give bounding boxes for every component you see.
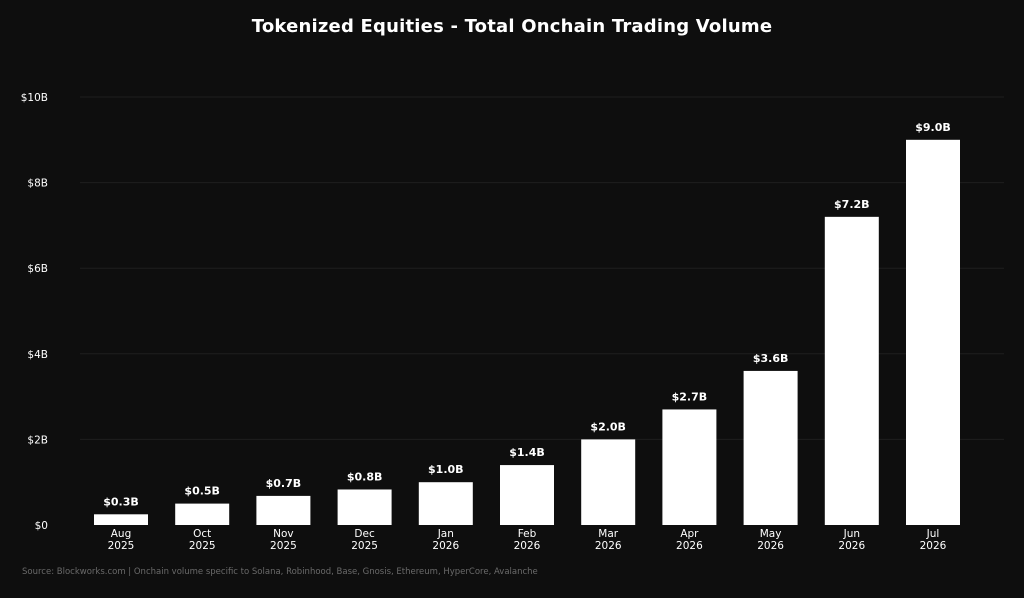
x-tick-month: Nov [273,528,294,540]
y-tick-label: $4B [27,349,48,361]
x-tick-month: Jun [843,528,860,540]
bar [256,495,311,525]
bar [824,216,879,525]
value-label: $3.6B [753,352,789,365]
bar [662,409,717,525]
y-tick-label: $10B [21,92,48,104]
bar [906,139,960,526]
x-tick-month: Dec [354,528,375,540]
value-label: $1.0B [428,463,464,476]
x-tick-year: 2026 [432,540,459,552]
x-tick-year: 2026 [514,540,541,552]
y-tick-label: $0 [35,520,48,532]
bar [500,465,554,525]
x-tick-month: Mar [598,528,618,540]
value-label: $2.7B [672,390,708,403]
x-tick-year: 2026 [920,540,947,552]
y-tick-label: $2B [27,434,48,446]
value-label: $1.4B [509,446,545,459]
x-tick-month: Oct [193,528,211,540]
bar [175,503,230,525]
x-tick-year: 2025 [351,540,378,552]
x-axis-ticks: Aug2025Oct2025Nov2025Dec2025Jan2026Feb20… [108,528,947,552]
y-axis-ticks: $0 $2B $4B $6B $8B $10B [21,92,48,532]
value-label: $0.7B [266,477,302,490]
value-label: $0.5B [184,485,220,498]
value-label: $9.0B [915,121,951,134]
x-tick-year: 2026 [595,540,622,552]
x-tick-month: Jan [437,528,454,540]
y-tick-label: $8B [27,178,48,190]
x-tick-month: Feb [518,528,537,540]
x-tick-year: 2026 [676,540,703,552]
x-tick-year: 2026 [838,540,865,552]
y-tick-label: $6B [27,263,48,275]
bar [743,370,798,525]
bar [581,439,636,525]
bar [94,514,148,525]
value-label: $0.3B [103,495,139,508]
value-label: $2.0B [590,420,626,433]
bar [337,489,392,525]
x-tick-month: May [760,528,782,540]
x-tick-month: Apr [680,528,699,540]
x-tick-year: 2025 [270,540,297,552]
source-note: Source: Blockworks.com | Onchain volume … [22,567,538,577]
x-tick-month: Jul [926,528,940,540]
x-tick-year: 2025 [108,540,135,552]
value-label: $7.2B [834,198,870,211]
x-tick-month: Aug [111,528,132,540]
chart-title: Tokenized Equities - Total Onchain Tradi… [251,16,773,37]
value-labels: $0.3B $0.5B $0.7B $0.8B $1.0B $1.4B $2.0B $2.7B… [103,121,951,508]
x-tick-year: 2025 [189,540,216,552]
bars [94,139,960,526]
value-label: $0.8B [347,470,383,483]
bar [418,482,473,525]
x-tick-year: 2026 [757,540,784,552]
